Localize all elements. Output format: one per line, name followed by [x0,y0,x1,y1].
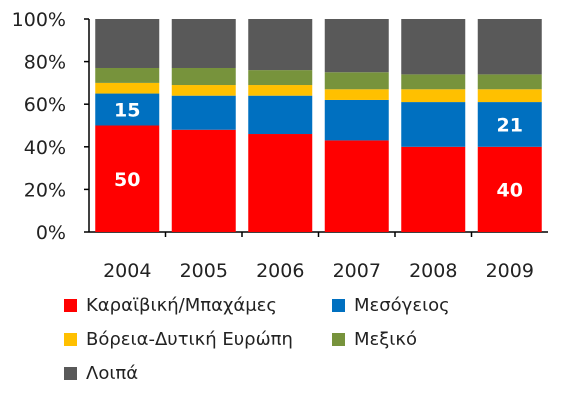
bar-segment [171,85,236,96]
data-label: 50 [114,169,140,191]
bar-segment [171,95,236,130]
legend-label-mediterranean: Μεσόγειος [354,295,450,316]
data-label: 15 [114,100,140,122]
x-tick-label: 2008 [409,260,457,282]
bar-segment [95,19,160,68]
bar-segment [171,129,236,232]
bar-segment [95,82,160,94]
bar-segment [324,99,389,141]
bar-segment [401,19,466,75]
legend-label-caribbean: Καραϊβική/Μπαχάμες [86,295,277,316]
y-tick-label: 100% [12,9,66,31]
bar-segment [248,95,313,135]
legend-label-nw-europe: Βόρεια-Δυτική Ευρώπη [86,329,293,350]
data-labels: 50 15 40 21 [114,100,523,202]
bar-segment [401,102,466,147]
bar-segment [477,146,542,232]
y-tick-label: 20% [24,179,66,201]
y-tick-label: 60% [24,94,66,116]
legend-item-caribbean: Καραϊβική/Μπαχάμες [64,295,277,316]
bar-segment [248,134,313,232]
bar-segment [95,67,160,83]
x-tick-label: 2009 [486,260,534,282]
legend-item-mediterranean: Μεσόγειος [332,295,450,316]
legend-swatch-mexico [332,333,345,346]
y-tick-label: 40% [24,137,66,159]
bar-segment [248,85,313,96]
legend-item-nw-europe: Βόρεια-Δυτική Ευρώπη [64,329,293,350]
x-tick-label: 2007 [333,260,381,282]
legend-label-mexico: Μεξικό [354,329,418,350]
legend-swatch-mediterranean [332,299,345,312]
legend-swatch-other [64,367,77,380]
bar-segment [477,89,542,103]
legend-item-other: Λοιπά [64,363,138,384]
bar-segment [324,89,389,100]
x-axis-tick-labels: 2004 2005 2006 2007 2008 2009 [103,260,534,282]
bar-segment [477,102,542,147]
legend-swatch-nw-europe [64,333,77,346]
bar-segment [248,19,313,71]
bar-segment [401,89,466,103]
legend-item-mexico: Μεξικό [332,329,417,350]
x-tick-label: 2006 [256,260,304,282]
data-label: 40 [497,179,523,201]
bar-segment [401,74,466,90]
bar-segment [477,74,542,90]
bar-segment [324,140,389,232]
bar-segment [95,93,160,126]
legend-swatch-caribbean [64,299,77,312]
y-tick-label: 0% [36,222,66,244]
bar-segment [401,146,466,232]
y-axis-tick-marks [84,18,89,233]
bar-segments [95,19,542,232]
bar-segment [95,125,160,232]
y-axis-tick-labels: 0% 20% 40% 60% 80% 100% [12,9,66,244]
bar-segment [324,72,389,90]
bar-segment [171,67,236,86]
bar-segment [477,19,542,75]
x-tick-label: 2005 [180,260,228,282]
x-axis-tick-marks [164,232,473,237]
bar-segment [171,19,236,68]
bar-segment [248,70,313,86]
legend-label-other: Λοιπά [86,363,139,384]
data-label: 21 [497,114,523,136]
y-tick-label: 80% [24,52,66,74]
x-tick-label: 2004 [103,260,151,282]
bar-segment [324,19,389,73]
